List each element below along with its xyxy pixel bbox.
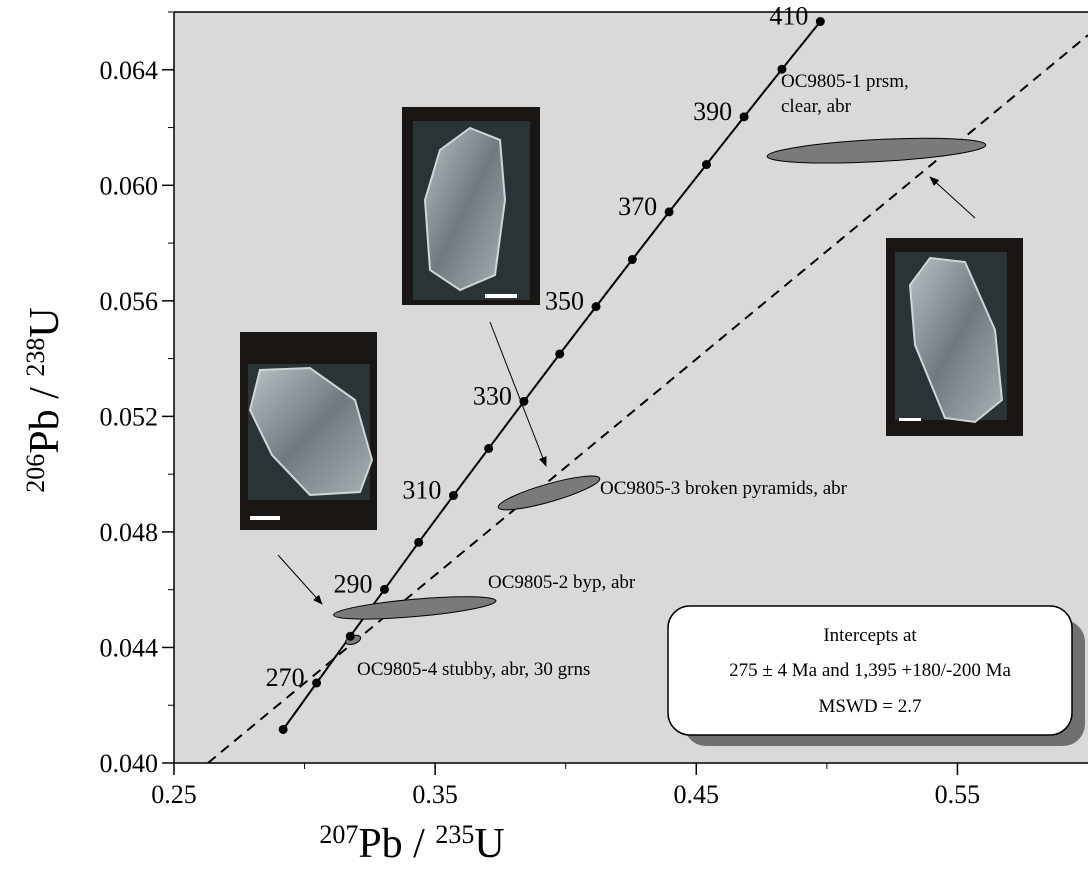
age-point [312,678,321,687]
age-point [279,725,288,734]
ellipse-label: OC9805-4 stubby, abr, 30 grns [357,659,590,680]
x-tick-label: 0.35 [412,780,458,809]
y-axis-label: 206Pb / 238U [21,307,68,492]
ellipse-label: clear, abr [781,96,852,117]
age-label: 390 [693,97,732,126]
scale-bar [899,418,921,421]
age-label: 310 [402,476,441,505]
y-tick-label: 0.056 [100,287,159,316]
age-point [380,585,389,594]
age-label: 290 [333,569,372,598]
age-point [346,632,355,641]
age-label: 270 [266,663,305,692]
y-tick-label: 0.064 [100,56,159,85]
y-tick-label: 0.040 [100,749,159,778]
label-part: U [22,307,68,337]
label-part: / [403,821,436,867]
scale-bar [485,294,517,298]
age-label: 330 [473,381,512,410]
chart: OC9805-1 prsm, clear, abr OC9805-3 broken … [0,0,1088,867]
annotation: MSWD = 2.7 [818,696,921,717]
label-part: 206 [21,454,50,493]
age-point [740,112,749,121]
annotation: 275 ± 4 Ma and 1,395 +180/-200 Ma [729,660,1011,681]
label-part: Pb [358,821,402,867]
annotation-box: Intercepts at 275 ± 4 Ma and 1,395 +180/… [668,606,1085,746]
label-part: U [474,821,504,867]
ellipse-label: OC9805-1 prsm, [781,71,909,92]
scale-bar [250,516,280,520]
label-part: / [22,377,68,410]
x-tick-label: 0.25 [151,780,197,809]
age-label: 370 [618,192,657,221]
y-tick-label: 0.052 [100,402,159,431]
x-axis-label: 207Pb / 235U [319,820,504,867]
y-tick-label: 0.048 [100,518,159,547]
age-label: 350 [545,287,584,316]
x-tick-label: 0.45 [674,780,720,809]
age-label: 410 [769,2,808,31]
age-point [592,302,601,311]
age-point [628,255,637,264]
ellipse-label: OC9805-3 broken pyramids, abr [600,478,848,499]
age-point [484,444,493,453]
age-point [519,397,528,406]
annotation: Intercepts at [823,625,917,646]
age-point [665,207,674,216]
age-point [702,160,711,169]
y-tick-label: 0.060 [100,171,159,200]
age-point [777,65,786,74]
label-part: 235 [435,820,474,849]
x-tick-label: 0.55 [935,780,981,809]
page: OC9805-1 prsm, clear, abr OC9805-3 broken … [0,0,1088,872]
ellipse-label: OC9805-2 byp, abr [488,572,636,593]
label-part: 238 [21,338,50,377]
age-point [449,491,458,500]
age-point [414,538,423,547]
age-point [816,17,825,26]
label-part: Pb [22,409,68,453]
age-point [555,349,564,358]
label-part: 207 [319,820,358,849]
y-tick-label: 0.044 [100,633,159,662]
